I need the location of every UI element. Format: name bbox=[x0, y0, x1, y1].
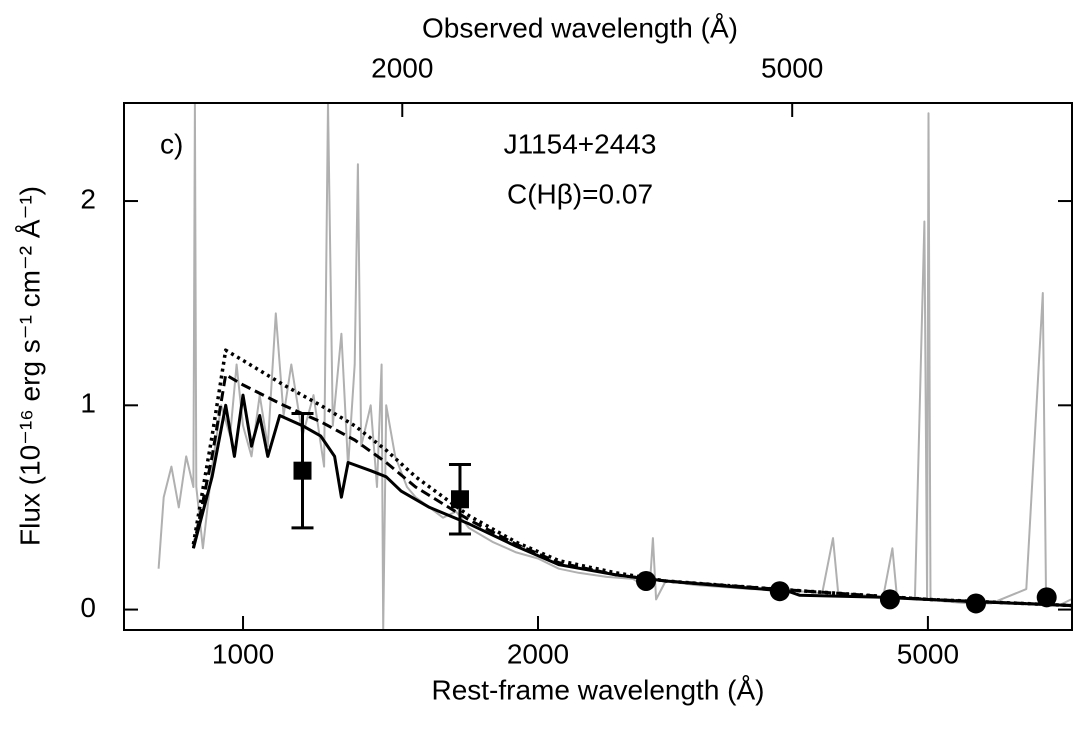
y-tick-label: 2 bbox=[80, 183, 96, 214]
x-axis-label: Rest-frame wavelength (Å) bbox=[431, 674, 764, 705]
marker bbox=[1036, 587, 1057, 608]
y-axis-label: Flux (10⁻¹⁶ erg s⁻¹ cm⁻² Å⁻¹) bbox=[14, 186, 45, 546]
y-tick-label: 1 bbox=[80, 388, 96, 419]
plot-frame bbox=[123, 102, 1073, 631]
panel-label: c) bbox=[160, 128, 183, 159]
marker bbox=[769, 581, 790, 602]
y-tick-label: 0 bbox=[80, 592, 96, 623]
chart-subtitle: C(Hβ)=0.07 bbox=[507, 178, 653, 209]
marker bbox=[879, 589, 900, 610]
x-tick-label: 5000 bbox=[897, 638, 959, 669]
x2-tick-label: 5000 bbox=[761, 52, 823, 83]
marker bbox=[636, 570, 657, 591]
x-tick-label: 2000 bbox=[507, 638, 569, 669]
x-tick-label: 1000 bbox=[212, 638, 274, 669]
model-line bbox=[191, 348, 1072, 608]
x2-axis-label: Observed wavelength (Å) bbox=[422, 12, 738, 43]
marker bbox=[293, 461, 312, 480]
model-line bbox=[191, 373, 1072, 607]
plot-area bbox=[157, 103, 1072, 630]
x2-tick-label: 2000 bbox=[371, 52, 433, 83]
chart-title: J1154+2443 bbox=[504, 128, 657, 159]
marker bbox=[965, 593, 986, 614]
marker bbox=[450, 490, 469, 509]
